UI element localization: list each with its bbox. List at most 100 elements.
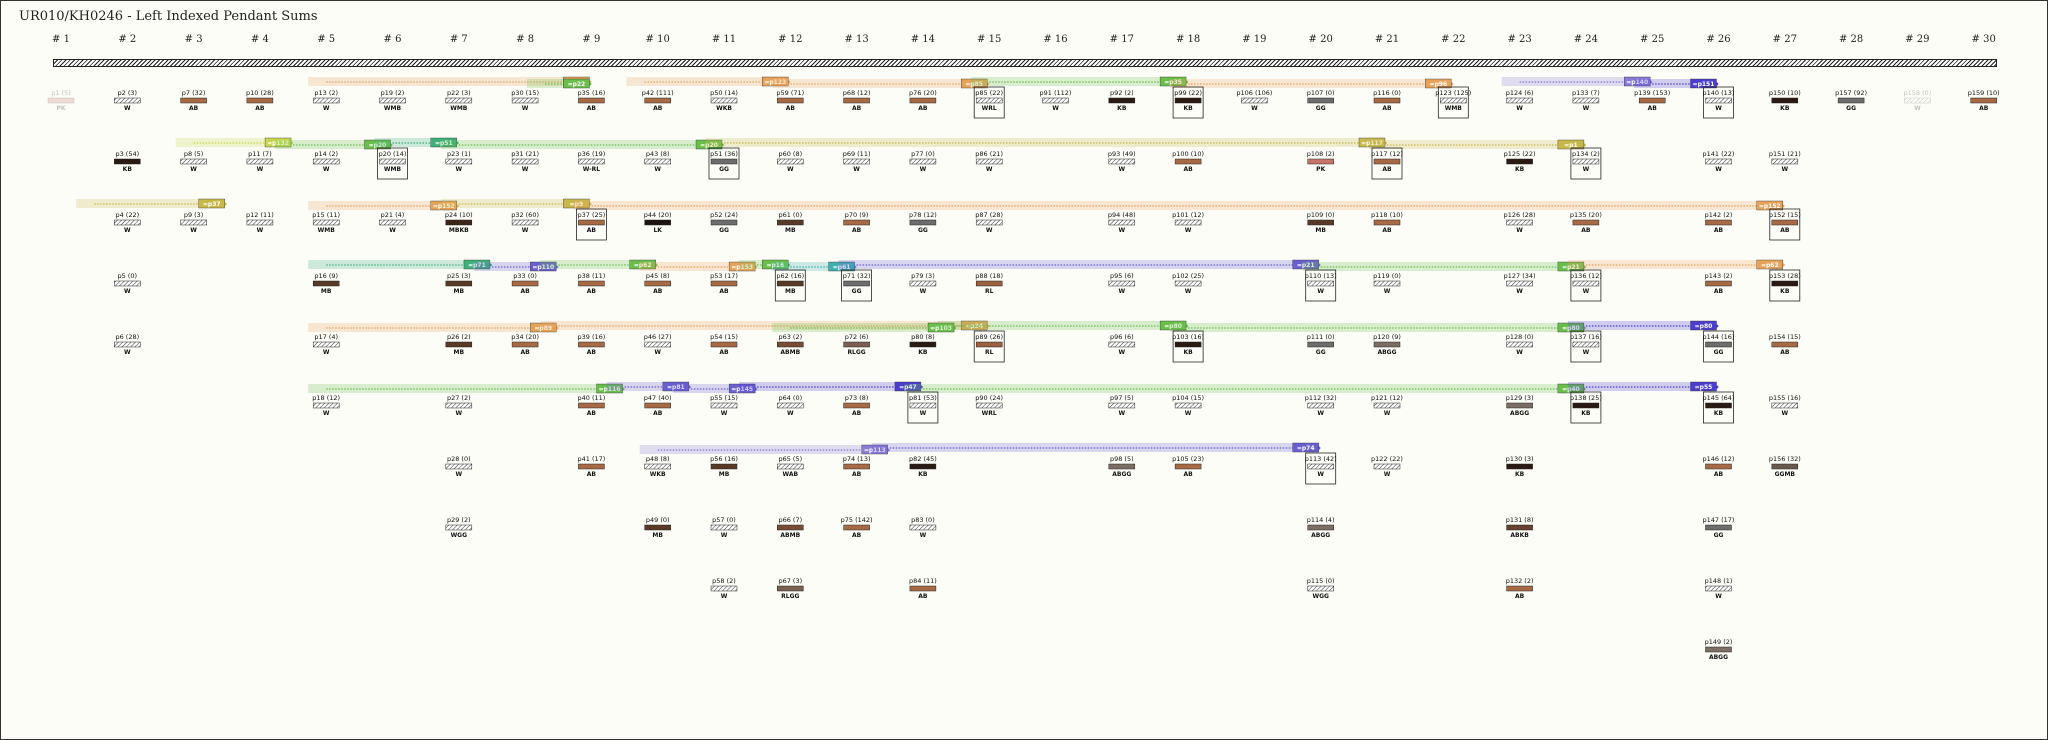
pendant-cell[interactable]: p42 (111) AB	[642, 89, 674, 112]
pendant-cell[interactable]: p146 (12) AB	[1703, 455, 1735, 478]
pendant-cell[interactable]: p6 (28) W	[114, 333, 141, 356]
pendant-cell[interactable]: p50 (14) WKB	[710, 89, 738, 112]
pendant-cell[interactable]: p100 (10) AB	[1172, 150, 1204, 173]
pendant-cell[interactable]: p10 (28) AB	[246, 89, 274, 112]
pendant-cell[interactable]: p95 (6) W	[1108, 272, 1136, 295]
pendant-cell[interactable]: p143 (2) AB	[1705, 272, 1733, 295]
pendant-cell[interactable]: p114 (4) ABGG	[1307, 516, 1335, 539]
pendant-cell[interactable]: p75 (142) AB	[841, 516, 873, 539]
pendant-cell[interactable]: p159 (10) AB	[1968, 89, 2000, 112]
pendant-cell[interactable]: p41 (17) AB	[577, 455, 605, 478]
pendant-cell[interactable]: p15 (11) WMB	[312, 211, 340, 234]
pendant-cell[interactable]: p52 (24) GG	[710, 211, 738, 234]
pendant-cell[interactable]: p105 (23) AB	[1172, 455, 1204, 478]
pendant-cell[interactable]: p134 (2) W	[1570, 147, 1602, 180]
pendant-cell[interactable]: p110 (13) W	[1305, 269, 1337, 302]
pendant-cell[interactable]: p74 (13) AB	[843, 455, 871, 478]
pendant-cell[interactable]: p84 (11) AB	[909, 577, 937, 600]
pendant-cell[interactable]: p25 (3) MB	[445, 272, 473, 295]
pendant-cell[interactable]: p140 (13) W	[1703, 86, 1735, 119]
pendant-cell[interactable]: p27 (2) W	[445, 394, 473, 417]
pendant-cell[interactable]: p24 (10) MBKB	[445, 211, 473, 234]
pendant-cell[interactable]: p19 (2) WMB	[379, 89, 406, 112]
pendant-cell[interactable]: p155 (16) W	[1769, 394, 1801, 417]
pendant-cell[interactable]: p8 (5) W	[180, 150, 207, 173]
pendant-cell[interactable]: p89 (26) RL	[973, 330, 1005, 363]
pendant-cell[interactable]: p66 (7) ABMB	[777, 516, 804, 539]
pendant-cell[interactable]: p97 (5) W	[1108, 394, 1136, 417]
pendant-cell[interactable]: p17 (4) W	[312, 333, 340, 356]
pendant-cell[interactable]: p124 (6) W	[1506, 89, 1534, 112]
pendant-cell[interactable]: p115 (0) WGG	[1307, 577, 1335, 600]
pendant-cell[interactable]: p106 (106) W	[1236, 89, 1272, 112]
pendant-cell[interactable]: p93 (49) W	[1108, 150, 1136, 173]
pendant-cell[interactable]: p26 (2) MB	[445, 333, 473, 356]
pendant-cell[interactable]: p47 (40) AB	[644, 394, 672, 417]
pendant-cell[interactable]: p153 (28) KB	[1769, 269, 1801, 302]
pendant-cell[interactable]: p64 (0) W	[777, 394, 804, 417]
pendant-cell[interactable]: p136 (12) W	[1570, 269, 1602, 302]
pendant-cell[interactable]: p80 (8) KB	[909, 333, 937, 356]
pendant-cell[interactable]: p120 (9) ABGG	[1373, 333, 1401, 356]
pendant-cell[interactable]: p65 (5) WAB	[777, 455, 804, 478]
pendant-cell[interactable]: p56 (16) MB	[710, 455, 738, 478]
pendant-cell[interactable]: p109 (0) MB	[1307, 211, 1335, 234]
pendant-cell[interactable]: p111 (0) GG	[1307, 333, 1335, 356]
pendant-cell[interactable]: p142 (2) AB	[1705, 211, 1733, 234]
pendant-cell[interactable]: p158 (0) W	[1903, 89, 1931, 112]
pendant-cell[interactable]: p96 (6) W	[1108, 333, 1136, 356]
pendant-cell[interactable]: p71 (32) GG	[841, 269, 872, 302]
pendant-cell[interactable]: p117 (12) AB	[1371, 147, 1403, 180]
pendant-cell[interactable]: p101 (12) W	[1172, 211, 1204, 234]
pendant-cell[interactable]: p21 (4) W	[379, 211, 406, 234]
pendant-cell[interactable]: p57 (0) W	[710, 516, 738, 539]
pendant-cell[interactable]: p149 (2) ABGG	[1705, 638, 1733, 661]
pendant-cell[interactable]: p154 (15) AB	[1769, 333, 1801, 356]
pendant-cell[interactable]: p85 (22) WRL	[973, 86, 1005, 119]
pendant-cell[interactable]: p39 (16) AB	[577, 333, 605, 356]
pendant-cell[interactable]: p51 (36) GG	[708, 147, 740, 180]
pendant-cell[interactable]: p68 (12) AB	[843, 89, 871, 112]
pendant-cell[interactable]: p46 (27) W	[644, 333, 672, 356]
pendant-cell[interactable]: p33 (0) AB	[511, 272, 539, 295]
pendant-cell[interactable]: p104 (15) W	[1172, 394, 1204, 417]
pendant-cell[interactable]: p131 (8) ABKB	[1506, 516, 1534, 539]
pendant-cell[interactable]: p76 (20) AB	[909, 89, 937, 112]
pendant-cell[interactable]: p40 (11) AB	[577, 394, 605, 417]
pendant-cell[interactable]: p30 (15) W	[511, 89, 539, 112]
pendant-cell[interactable]: p72 (6) RLGG	[843, 333, 870, 356]
pendant-cell[interactable]: p113 (42) W	[1305, 452, 1337, 485]
pendant-cell[interactable]: p5 (0) W	[114, 272, 141, 295]
pendant-cell[interactable]: p67 (3) RLGG	[777, 577, 804, 600]
pendant-cell[interactable]: p7 (32) AB	[180, 89, 207, 112]
pendant-cell[interactable]: p141 (22) W	[1703, 150, 1735, 173]
pendant-cell[interactable]: p62 (16) MB	[774, 269, 806, 302]
pendant-cell[interactable]: p145 (64) KB	[1703, 391, 1735, 424]
pendant-cell[interactable]: p87 (28) W	[975, 211, 1003, 234]
pendant-cell[interactable]: p38 (11) AB	[577, 272, 605, 295]
pendant-cell[interactable]: p70 (9) AB	[843, 211, 870, 234]
pendant-cell[interactable]: p31 (21) W	[511, 150, 539, 173]
pendant-cell[interactable]: p126 (28) W	[1504, 211, 1536, 234]
pendant-cell[interactable]: p12 (11) W	[246, 211, 274, 234]
pendant-cell[interactable]: p102 (25) W	[1172, 272, 1204, 295]
pendant-cell[interactable]: p18 (12) W	[312, 394, 340, 417]
pendant-cell[interactable]: p14 (2) W	[312, 150, 340, 173]
pendant-cell[interactable]: p13 (2) W	[312, 89, 340, 112]
pendant-cell[interactable]: p157 (92) GG	[1835, 89, 1867, 112]
pendant-cell[interactable]: p16 (9) MB	[312, 272, 340, 295]
pendant-cell[interactable]: p34 (20) AB	[511, 333, 539, 356]
pendant-cell[interactable]: p86 (21) W	[975, 150, 1003, 173]
pendant-cell[interactable]: p132 (2) AB	[1506, 577, 1534, 600]
pendant-cell[interactable]: p58 (2) W	[710, 577, 738, 600]
pendant-cell[interactable]: p29 (2) WGG	[445, 516, 473, 539]
pendant-cell[interactable]: p4 (22) W	[114, 211, 141, 234]
pendant-cell[interactable]: p59 (71) AB	[776, 89, 804, 112]
pendant-cell[interactable]: p119 (0) W	[1373, 272, 1401, 295]
pendant-cell[interactable]: p53 (17) AB	[710, 272, 738, 295]
pendant-cell[interactable]: p82 (45) KB	[909, 455, 937, 478]
pendant-cell[interactable]: p37 (25) AB	[576, 208, 607, 241]
pendant-cell[interactable]: p48 (8) WKB	[644, 455, 671, 478]
pendant-cell[interactable]: p144 (16) GG	[1703, 330, 1735, 363]
pendant-cell[interactable]: p147 (17) GG	[1703, 516, 1735, 539]
